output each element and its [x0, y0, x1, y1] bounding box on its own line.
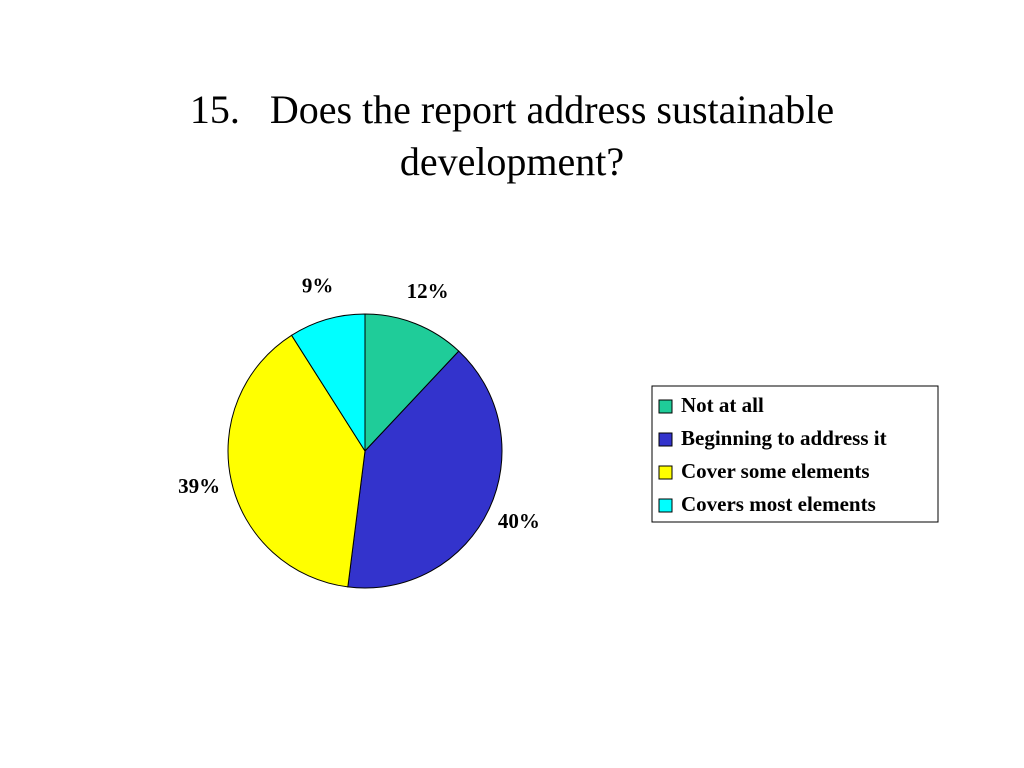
data-label: 40%: [498, 509, 540, 533]
legend-label: Beginning to address it: [681, 426, 887, 450]
pie-slice: [347, 350, 503, 589]
chart-title: 15. Does the report address sustainable …: [189, 87, 845, 184]
legend-box: [651, 385, 939, 523]
pie-slice: [290, 313, 366, 453]
legend-swatch: [658, 465, 673, 480]
legend-label: Cover some elements: [681, 459, 870, 483]
legend-label: Not at all: [681, 393, 764, 417]
pie-slice: [364, 313, 460, 453]
data-label: 39%: [178, 474, 220, 498]
legend-swatch: [658, 498, 673, 513]
legend-label: Covers most elements: [681, 492, 876, 516]
data-label: 9%: [302, 274, 334, 298]
legend-swatch: [658, 399, 673, 414]
legend-swatch: [658, 432, 673, 447]
pie-slice: [227, 334, 366, 588]
data-label: 12%: [407, 279, 449, 303]
